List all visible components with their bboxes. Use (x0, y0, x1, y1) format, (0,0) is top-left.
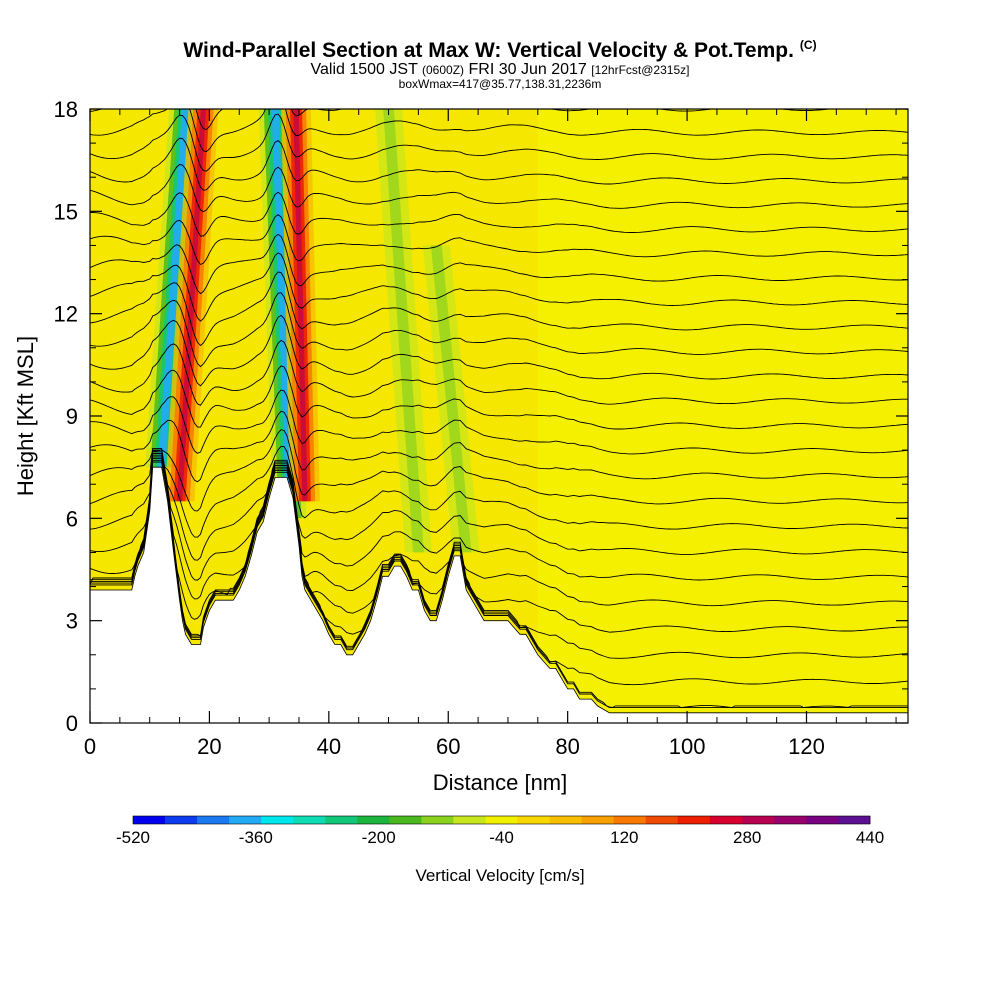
colorbar-swatch (805, 816, 839, 824)
colorbar-tick-label: -520 (116, 828, 150, 847)
colorbar-tick-label: 440 (856, 828, 884, 847)
x-axis-label: Distance [nm] (433, 770, 568, 795)
isentrope-line (90, 410, 908, 483)
x-tick-label: 80 (555, 734, 579, 759)
isentrope-line (90, 458, 908, 686)
colorbar-tick-label: 120 (610, 828, 638, 847)
colorbar-swatch (773, 816, 807, 824)
y-tick-label: 18 (54, 97, 78, 122)
y-tick-label: 12 (54, 302, 78, 327)
isentrope-line (90, 113, 908, 172)
colorbar-swatch (517, 816, 550, 824)
colorbar-swatch (453, 816, 486, 824)
colorbar: -520 -360 -200 -40 120 280 440 (116, 815, 884, 847)
x-tick-label: 20 (197, 734, 221, 759)
y-tick-label: 0 (66, 711, 78, 736)
x-tick-label: 60 (436, 734, 460, 759)
isentrope-line (90, 389, 908, 455)
colorbar-tick-label: -360 (239, 828, 273, 847)
isentrope-line (90, 365, 908, 430)
y-tick-label: 9 (66, 404, 78, 429)
x-tick-label: 100 (669, 734, 706, 759)
valid-time-line: Valid 1500 JST (0600Z) FRI 30 Jun 2017 [… (0, 61, 1000, 79)
isentrope-line (90, 454, 908, 633)
colorbar-tick-label: -200 (362, 828, 396, 847)
y-axis-label: Height [Kft MSL] (13, 336, 38, 496)
valid-date: FRI 30 Jun 2017 (468, 61, 587, 78)
isentrope-line (90, 292, 908, 368)
colorbar-swatch (293, 816, 326, 824)
box-info-line: boxWmax=417@35.77,138.31,2236m (0, 77, 1000, 91)
chart-title: Wind-Parallel Section at Max W: Vertical… (0, 38, 1000, 63)
isentrope-line (90, 451, 908, 581)
isentrope-line (90, 271, 908, 347)
colorbar-swatch (741, 816, 775, 824)
colorbar-swatch (549, 816, 582, 824)
colorbar-swatch (133, 816, 166, 824)
x-tick-label: 120 (788, 734, 825, 759)
box-info: boxWmax=417@35.77,138.31,2236m (398, 77, 602, 91)
velocity-band-negative (158, 109, 190, 468)
valid-utc: (0600Z) (422, 63, 465, 77)
colorbar-swatch (709, 816, 743, 824)
x-tick-label: 40 (317, 734, 341, 759)
isentrope-line (90, 233, 908, 295)
isentrope-line (90, 214, 908, 266)
y-tick-label: 15 (54, 199, 78, 224)
terrain-fill (90, 466, 908, 723)
colorbar-swatch (485, 816, 518, 824)
colorbar-swatch (581, 816, 614, 824)
colorbar-swatch (613, 816, 647, 824)
isentrope-line (90, 459, 908, 709)
isentrope-line (90, 164, 908, 213)
colorbar-swatch (261, 816, 294, 824)
y-tick-label: 3 (66, 609, 78, 634)
colorbar-swatch (165, 816, 198, 824)
velocity-band-weak (430, 245, 472, 553)
colorbar-tick-label: 280 (733, 828, 761, 847)
colorbar-swatch (421, 816, 454, 824)
isentrope-line (90, 456, 908, 659)
copyright-mark: (C) (799, 38, 817, 52)
forecast-info: [12hrFcst@2315z] (591, 63, 690, 77)
colorbar-swatch (325, 816, 358, 824)
colorbar-swatch (229, 816, 262, 824)
colorbar-swatch (389, 816, 422, 824)
title-text: Wind-Parallel Section at Max W: Vertical… (183, 39, 794, 62)
x-tick-label: 0 (84, 734, 96, 759)
colorbar-tick-label: -40 (489, 828, 514, 847)
isentrope-line (90, 453, 908, 607)
valid-prefix: Valid 1500 JST (310, 61, 418, 78)
colorbar-frame (132, 815, 871, 825)
isentrope-line (90, 252, 908, 322)
y-tick-label: 6 (66, 506, 78, 531)
isentrope-line (90, 137, 908, 191)
colorbar-swatch (677, 816, 711, 824)
isentrope-line (90, 429, 908, 512)
isentrope-line (90, 109, 908, 153)
isentrope-line (90, 314, 908, 387)
terrain (90, 466, 908, 723)
velocity-bands (145, 109, 480, 553)
colorbar-swatch (838, 816, 871, 824)
colorbar-swatch (197, 816, 230, 824)
isentrope-line (90, 461, 908, 709)
x-axis: 0 20 40 60 80 100 120 (84, 109, 897, 759)
colorbar-swatch (357, 816, 390, 824)
potential-temperature-contours (90, 109, 908, 709)
colorbar-swatch (645, 816, 679, 824)
isentrope-line (90, 339, 908, 406)
isentrope-line (90, 449, 908, 561)
colorbar-label: Vertical Velocity [cm/s] (415, 866, 584, 885)
y-axis: 0 3 6 9 12 15 18 (54, 97, 908, 736)
isentrope-line (90, 191, 908, 237)
isentrope-line (90, 445, 908, 538)
